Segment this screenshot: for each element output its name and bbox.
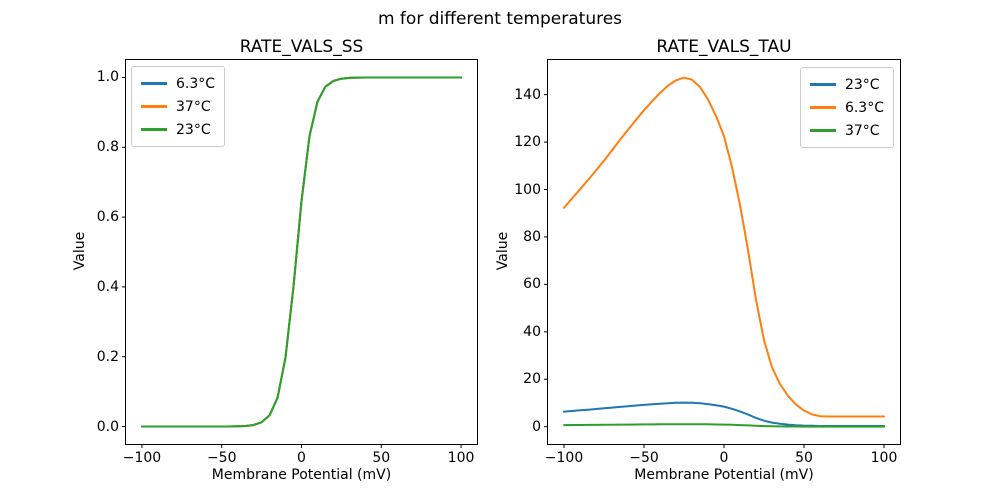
- x-tick-label: −50: [206, 450, 237, 466]
- legend-entry: 23°C: [809, 73, 884, 96]
- y-tick-label: 0.6: [96, 209, 119, 226]
- legend-label: 37°C: [176, 98, 211, 115]
- y-tick-label: 1.0: [96, 69, 119, 86]
- legend-label: 23°C: [176, 121, 211, 138]
- subplot-title-rate-vals-ss: RATE_VALS_SS: [239, 37, 364, 57]
- x-tick-label: 0: [719, 450, 729, 466]
- x-tick-label: −50: [629, 450, 659, 466]
- series-line: [563, 401, 885, 427]
- x-tick-label: 0: [297, 450, 306, 466]
- legend-line-sample: [141, 128, 167, 131]
- y-axis-label-right: Value: [495, 231, 511, 271]
- subplot-title-rate-vals-tau: RATE_VALS_TAU: [656, 37, 792, 57]
- y-tick-label: 60: [523, 276, 541, 293]
- legend-label: 6.3°C: [176, 75, 216, 92]
- legend-entry: 37°C: [141, 95, 215, 118]
- series-line: [563, 76, 885, 418]
- legend-line-sample: [141, 82, 167, 85]
- y-tick-label: 120: [514, 134, 541, 151]
- y-axis-label-left: Value: [72, 231, 88, 271]
- x-axis-label-left: Membrane Potential (mV): [211, 467, 392, 483]
- x-tick-label: 50: [372, 450, 391, 466]
- plot-area-rate-vals-ss: 6.3°C 37°C 23°C −100 −50 0 50 100 0.0 0.2 0.4 0.…: [97, 59, 478, 466]
- y-tick-label: 0.4: [96, 278, 119, 295]
- legend-line-sample: [809, 129, 836, 132]
- legend-line-sample: [809, 106, 836, 109]
- x-tick-label: 100: [870, 450, 898, 466]
- plot-canvas-tau: [544, 76, 885, 448]
- legend-label: 6.3°C: [844, 99, 884, 116]
- y-tick-label: 0.8: [96, 139, 119, 156]
- y-tick-label: 20: [523, 371, 541, 388]
- series-line: [563, 423, 885, 428]
- x-tick-label: 50: [795, 450, 813, 466]
- x-tick-label: 100: [447, 450, 475, 466]
- y-tick-label: 40: [523, 323, 541, 340]
- y-tick-label: 100: [514, 181, 541, 198]
- y-tick-label: 0.0: [96, 418, 119, 435]
- legend-entry: 6.3°C: [141, 72, 215, 95]
- y-tick-label: 80: [523, 228, 541, 245]
- y-tick-label: 140: [514, 86, 541, 103]
- plot-area-rate-vals-tau: 23°C 6.3°C 37°C −100 −50 0 50 100 0 20 40 60 80 10…: [514, 59, 901, 466]
- x-axis-label-right: Membrane Potential (mV): [634, 467, 814, 483]
- series-line: [141, 76, 462, 428]
- y-tick-label: 0: [532, 418, 541, 435]
- legend-label: 23°C: [844, 76, 880, 93]
- legend-line-sample: [141, 105, 167, 108]
- legend-ss: 6.3°C 37°C 23°C: [131, 66, 226, 147]
- legend-entry: 6.3°C: [809, 96, 884, 119]
- legend-label: 37°C: [844, 122, 880, 139]
- legend-line-sample: [809, 83, 836, 86]
- legend-tau: 23°C 6.3°C 37°C: [799, 67, 894, 148]
- legend-entry: 23°C: [141, 118, 215, 141]
- legend-entry: 37°C: [809, 119, 884, 142]
- y-tick-label: 0.2: [96, 348, 119, 365]
- plot-canvas-ss: [122, 76, 462, 448]
- x-tick-label: −100: [122, 450, 162, 466]
- figure-suptitle: m for different temperatures: [377, 9, 623, 29]
- x-tick-label: −100: [544, 450, 584, 466]
